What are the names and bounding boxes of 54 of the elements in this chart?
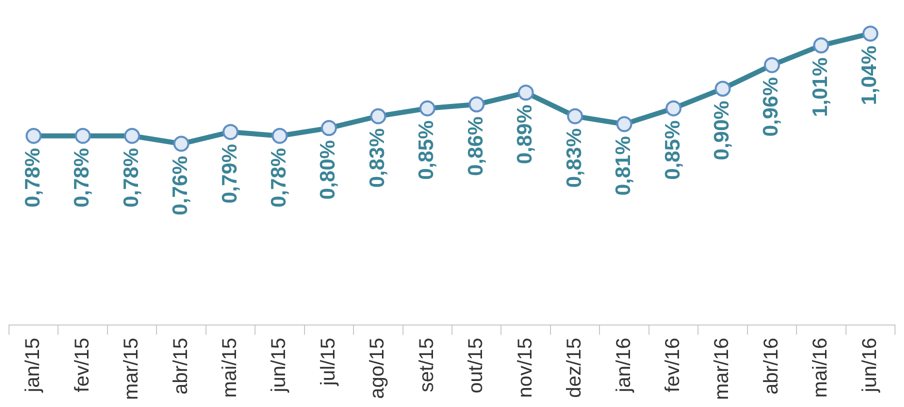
data-label: 0,83% <box>366 128 389 188</box>
point <box>813 37 830 54</box>
point <box>173 136 190 152</box>
point <box>764 57 780 74</box>
x-tick-label: jan/16 <box>612 338 635 394</box>
data-label: 0,78% <box>70 148 94 208</box>
x-tick-label: fev/15 <box>71 338 94 392</box>
point <box>518 84 534 101</box>
x-tick-label: abr/15 <box>170 338 192 394</box>
point <box>567 108 584 124</box>
data-label: 0,96% <box>760 76 783 137</box>
point <box>272 128 288 144</box>
x-tick-label: mar/15 <box>120 338 143 400</box>
point <box>370 108 386 124</box>
data-label: 0,85% <box>661 120 684 180</box>
data-label: 0,81% <box>612 136 636 196</box>
x-tick-label: jun/16 <box>858 338 881 394</box>
point <box>419 100 436 116</box>
x-tick-label: mai/16 <box>810 338 832 398</box>
point <box>616 116 632 132</box>
point <box>74 128 91 144</box>
point <box>124 128 140 144</box>
data-label: 0,80% <box>316 140 340 200</box>
data-label: 0,83% <box>562 128 586 188</box>
point <box>320 120 337 136</box>
data-label: 0,86% <box>464 116 488 176</box>
x-tick-label: dez/15 <box>564 338 586 398</box>
x-tick-label: out/15 <box>465 338 488 394</box>
data-label: 0,89% <box>514 104 537 164</box>
data-label: 0,90% <box>710 100 734 160</box>
data-label: 0,78% <box>120 148 143 208</box>
point <box>468 96 485 112</box>
x-tick-label: mar/16 <box>711 338 734 400</box>
data-label: 0,78% <box>268 148 291 208</box>
point <box>714 80 731 97</box>
x-tick-label: nov/15 <box>514 338 536 398</box>
point <box>666 100 682 116</box>
point <box>222 124 238 140</box>
x-tick-label: abr/16 <box>760 338 782 394</box>
x-tick-label: ago/15 <box>366 338 389 399</box>
data-label: 1,01% <box>808 57 832 117</box>
x-tick-label: jul/15 <box>317 338 340 387</box>
data-label: 0,76% <box>169 155 192 216</box>
x-tick-label: set/15 <box>416 338 438 392</box>
x-tick-label: fev/16 <box>662 338 684 392</box>
data-label: 0,79% <box>218 144 242 204</box>
x-tick-label: jan/15 <box>22 338 44 394</box>
point <box>26 128 42 144</box>
x-tick-label: mai/15 <box>219 338 242 398</box>
point <box>862 26 878 42</box>
data-label: 0,78% <box>21 148 44 208</box>
data-label: 0,85% <box>415 120 438 180</box>
data-label: 1,04% <box>858 45 882 106</box>
x-tick-label: jun/15 <box>268 338 290 394</box>
